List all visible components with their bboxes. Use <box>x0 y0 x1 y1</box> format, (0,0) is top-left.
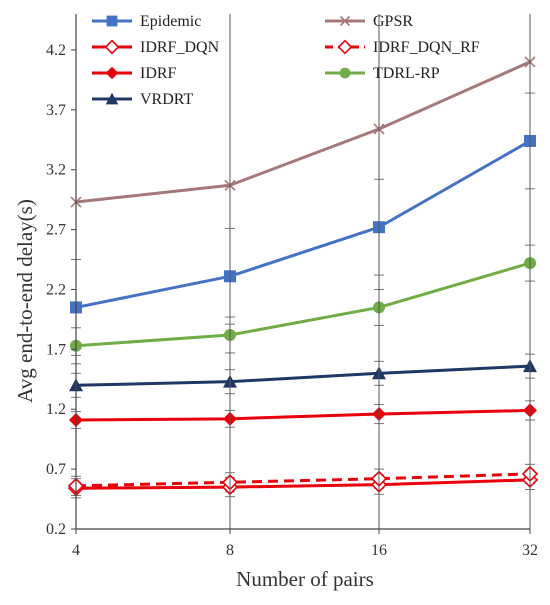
legend-marker <box>339 15 351 27</box>
x-tick-label: 16 <box>371 542 387 559</box>
legend-label: TDRL-RP <box>373 65 440 82</box>
legend-label: Epidemic <box>140 13 201 30</box>
y-axis-label: Avg end-to-end delay(s) <box>13 199 37 403</box>
x-tick-label: 8 <box>226 542 234 559</box>
y-tick-label: 1.2 <box>46 401 66 418</box>
y-tick-label: 2.2 <box>46 281 66 298</box>
legend-label: IDRF <box>140 65 177 82</box>
series-line-vrdrt <box>75 364 531 387</box>
legend-label: VRDRT <box>140 91 193 108</box>
y-tick-label: 4.2 <box>46 42 66 59</box>
legend-entry-tdrl-rp: TDRL-RP <box>325 65 440 82</box>
y-tick-label: 3.7 <box>46 102 66 119</box>
series-line-idrf-dqn-rf <box>75 472 531 488</box>
axes: 0.2 0.7 1.2 1.7 2.2 2.7 3.2 3.7 4.2 4 8 16 32 <box>46 14 538 559</box>
y-tick-label: 0.2 <box>46 521 66 538</box>
legend-label: GPSR <box>373 13 413 30</box>
legend-marker <box>104 39 120 55</box>
y-tick-label: 2.7 <box>46 222 66 239</box>
legend-marker <box>339 67 351 79</box>
series-lines <box>75 60 531 490</box>
legend-entry-idrf: IDRF <box>92 65 177 82</box>
series-line-idrf <box>75 408 531 422</box>
y-tick-label: 3.2 <box>46 162 66 179</box>
x-axis-label: Number of pairs <box>236 567 374 591</box>
legend: Epidemic GPSR IDRF_DQN IDRF_DQN_RF IDRF TDRL-… <box>92 13 480 108</box>
legend-label: IDRF_DQN <box>140 39 220 56</box>
legend-label: IDRF_DQN_RF <box>373 39 480 56</box>
series-line-tdrl-rp <box>75 261 531 348</box>
series-line-gpsr <box>75 60 531 204</box>
legend-entry-idrf-dqn: IDRF_DQN <box>92 39 220 56</box>
legend-entry-idrf-dqn-rf: IDRF_DQN_RF <box>325 39 480 56</box>
y-tick-label: 0.7 <box>46 461 66 478</box>
series-line-epidemic <box>75 139 531 309</box>
x-tick-label: 32 <box>522 542 538 559</box>
legend-entry-epidemic: Epidemic <box>92 13 201 30</box>
y-tick-label: 1.7 <box>46 341 66 358</box>
legend-entry-vrdrt: VRDRT <box>92 91 193 108</box>
series-markers <box>67 56 539 497</box>
legend-marker <box>105 66 119 80</box>
series-line-idrf-dqn <box>75 478 531 490</box>
legend-marker <box>337 39 353 55</box>
legend-marker <box>105 92 119 105</box>
x-tick-label: 4 <box>72 542 80 559</box>
legend-entry-gpsr: GPSR <box>325 13 413 30</box>
legend-marker <box>106 15 118 27</box>
